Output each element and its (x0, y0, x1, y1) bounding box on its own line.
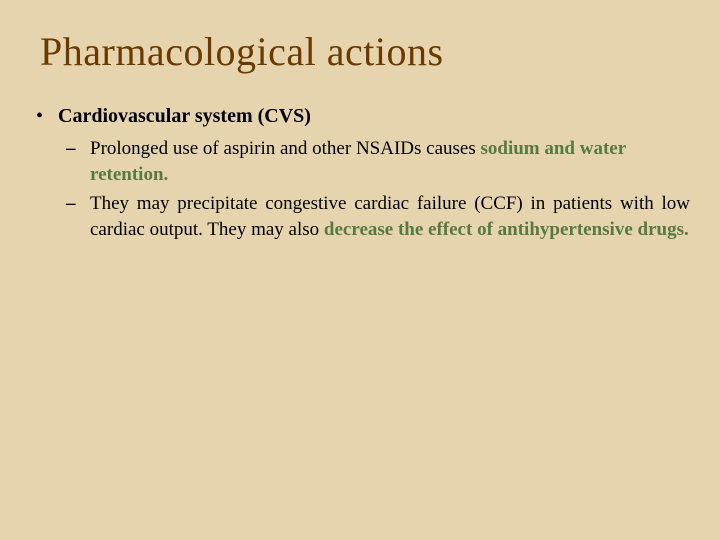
bullet-highlight: decrease the effect of antihypertensive … (324, 219, 689, 240)
sub-bullet-item: – Prolonged use of aspirin and other NSA… (58, 136, 690, 187)
slide-content: Cardiovascular system (CVS) – Prolonged … (30, 105, 690, 247)
sub-bullet-item: – They may precipitate congestive cardia… (58, 191, 690, 242)
bullet-text: Prolonged use of aspirin and other NSAID… (90, 138, 480, 159)
slide-title: Pharmacological actions (40, 28, 444, 75)
dash-icon: – (66, 136, 76, 162)
bullet-heading: Cardiovascular system (CVS) (30, 105, 690, 128)
slide: Pharmacological actions Cardiovascular s… (0, 0, 720, 540)
dash-icon: – (66, 191, 76, 217)
sub-bullet-list: – Prolonged use of aspirin and other NSA… (58, 136, 690, 243)
